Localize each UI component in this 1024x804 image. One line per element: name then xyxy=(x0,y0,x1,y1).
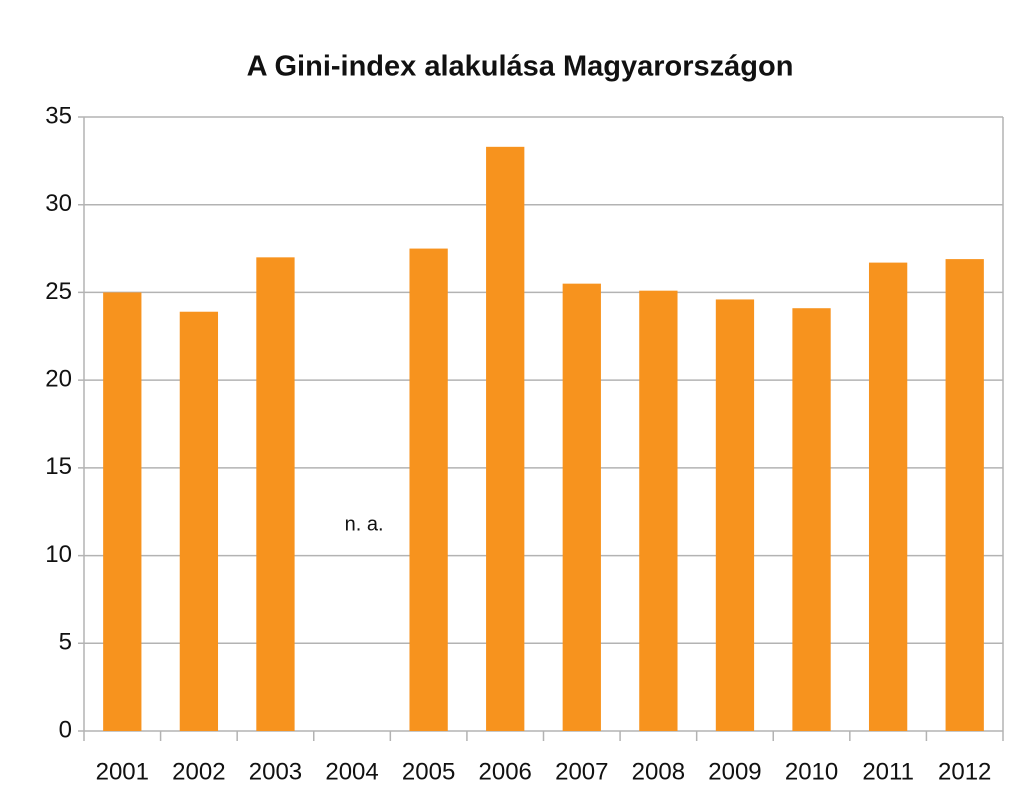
x-tick-label: 2002 xyxy=(172,758,225,785)
y-tick-label: 5 xyxy=(59,629,72,656)
y-tick-label: 25 xyxy=(45,278,72,305)
y-tick-label: 10 xyxy=(45,541,72,568)
bar xyxy=(945,259,984,731)
missing-label: n. a. xyxy=(345,514,384,536)
bar xyxy=(715,299,755,731)
x-tick-label: 2008 xyxy=(632,758,685,785)
x-tick-label: 2007 xyxy=(555,758,608,785)
x-tick-label: 2006 xyxy=(479,758,532,785)
x-tick-label: 2005 xyxy=(402,758,455,785)
bar xyxy=(256,257,295,731)
y-tick-label: 30 xyxy=(45,190,72,217)
y-tick-label: 0 xyxy=(59,716,72,743)
bar xyxy=(486,146,525,731)
y-tick-label: 15 xyxy=(45,453,72,480)
chart-title: A Gini-index alakulása Magyarországon xyxy=(247,51,794,83)
x-tick-label: 2010 xyxy=(785,758,838,785)
x-tick-label: 2011 xyxy=(862,758,914,785)
bar xyxy=(179,311,219,731)
bar xyxy=(409,248,448,732)
x-tick-label: 2003 xyxy=(249,758,302,785)
bar xyxy=(639,290,678,731)
x-tick-label: 2012 xyxy=(938,758,991,785)
y-tick-label: 35 xyxy=(45,102,72,129)
bar xyxy=(103,292,142,731)
bar xyxy=(868,262,908,731)
y-tick-label: 20 xyxy=(45,365,72,392)
bar xyxy=(562,283,601,731)
x-tick-label: 2004 xyxy=(325,758,378,785)
x-tick-label: 2001 xyxy=(96,758,149,785)
bar xyxy=(792,308,831,731)
x-tick-label: 2009 xyxy=(708,758,761,785)
